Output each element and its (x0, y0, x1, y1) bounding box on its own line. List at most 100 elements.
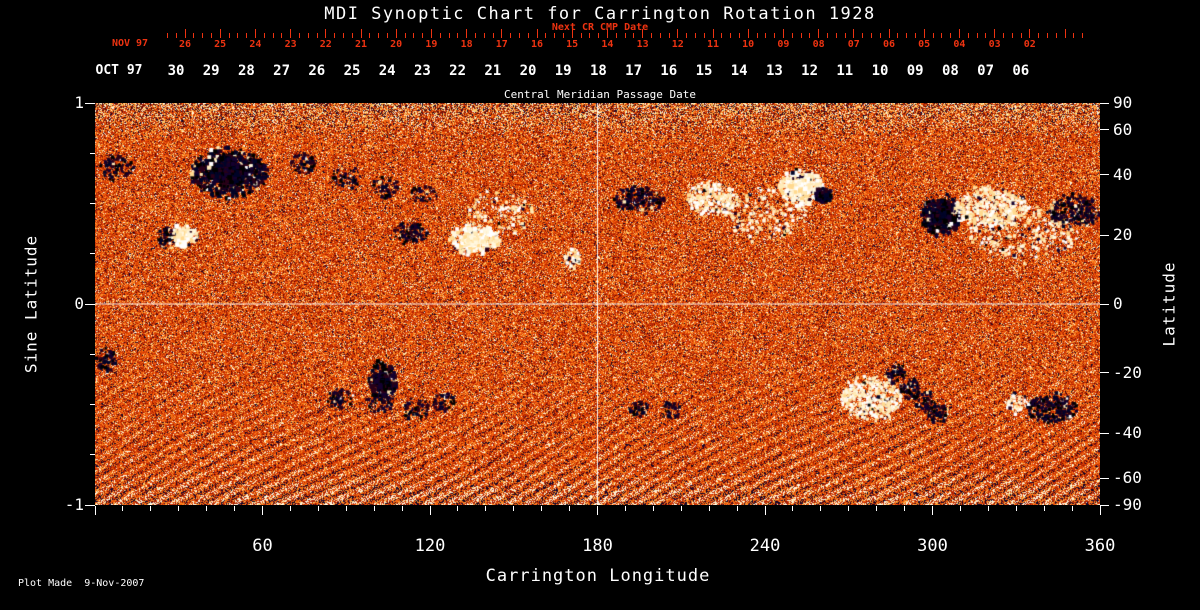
red-axis-tick (923, 29, 925, 38)
red-date-label: 04 (953, 39, 966, 50)
red-axis-tick (1020, 33, 1022, 38)
cmp-date-label: 25 (343, 63, 361, 79)
right-axis-tick (1100, 303, 1109, 305)
bottom-axis-tick (206, 506, 208, 511)
bottom-axis-tick (1071, 506, 1073, 511)
red-axis-tick (254, 29, 256, 38)
red-axis-tick (263, 33, 265, 38)
bottom-tick-label: 300 (917, 536, 948, 556)
red-axis-tick (809, 33, 811, 38)
left-axis-tick (90, 203, 95, 204)
cmp-date-label: 26 (308, 63, 326, 79)
red-axis-tick (712, 29, 714, 38)
left-tick-label: 0 (74, 294, 84, 313)
red-axis-tick (430, 29, 432, 38)
right-axis-tick (1100, 129, 1109, 131)
right-axis-tick (1100, 174, 1109, 176)
bottom-tick-label: 60 (252, 536, 273, 556)
bottom-axis-tick (624, 506, 626, 511)
red-axis-tick (474, 33, 476, 38)
red-axis-tick (914, 33, 916, 38)
red-axis-tick (536, 29, 538, 38)
bottom-axis-tick (959, 506, 961, 511)
bottom-axis-tick (150, 506, 152, 511)
red-axis-tick (228, 33, 230, 38)
red-axis-tick (765, 33, 767, 38)
red-axis-tick (782, 29, 784, 38)
red-axis-tick (175, 33, 177, 38)
left-axis-tick (85, 102, 95, 104)
left-axis-tick (90, 353, 95, 355)
red-axis-tick (246, 33, 248, 38)
red-date-label: 09 (777, 39, 790, 50)
red-axis-tick (1073, 33, 1075, 38)
right-tick-label: 0 (1113, 294, 1123, 313)
bottom-axis-tick (234, 506, 236, 511)
cmp-date-label: 13 (765, 63, 783, 79)
right-tick-label: 60 (1113, 119, 1133, 139)
red-axis-tick (166, 33, 168, 38)
right-tick-label: 40 (1113, 164, 1133, 184)
red-date-label: 26 (178, 39, 192, 50)
red-axis-tick (316, 33, 318, 38)
red-date-label: 08 (812, 39, 825, 50)
red-axis-tick (897, 33, 899, 38)
bottom-axis-tick (1015, 506, 1017, 511)
bottom-axis-tick (429, 506, 431, 515)
red-axis-tick (1064, 29, 1066, 38)
right-tick-label: -40 (1113, 423, 1142, 443)
red-axis-tick (730, 33, 732, 38)
cmp-date-label: 09 (906, 63, 924, 79)
red-axis-tick (932, 33, 934, 38)
right-tick-label: -20 (1113, 362, 1142, 382)
red-axis-tick (298, 33, 300, 38)
red-axis-tick (906, 33, 908, 38)
right-tick-label: -60 (1113, 468, 1142, 488)
red-axis-tick (888, 29, 890, 38)
cmp-date-label: 30 (167, 63, 185, 79)
cmp-date-label: 27 (273, 63, 291, 79)
red-axis-tick (598, 33, 600, 38)
cmp-date-label: 15 (695, 63, 713, 79)
red-date-label: 15 (566, 39, 579, 50)
cmp-date-label: 19 (554, 63, 572, 79)
right-tick-label: -90 (1113, 495, 1142, 514)
left-axis-tick (90, 152, 95, 154)
cmp-date-label: 28 (237, 63, 255, 79)
red-date-label: 03 (988, 39, 1001, 50)
cmp-date-label: 18 (589, 63, 607, 79)
red-axis-tick (193, 33, 195, 38)
red-axis-tick (413, 33, 415, 38)
cmp-date-label: 20 (519, 63, 537, 79)
red-date-label: 14 (601, 39, 614, 50)
red-date-label: 23 (284, 39, 297, 50)
red-axis-tick (958, 29, 960, 38)
bottom-tick-label: 240 (749, 536, 781, 556)
bottom-axis-tick (345, 506, 347, 511)
red-axis-tick (510, 33, 512, 38)
bottom-axis-tick (485, 506, 487, 511)
red-axis-tick (967, 33, 969, 38)
right-tick-label: 20 (1113, 225, 1133, 245)
red-axis-tick (844, 33, 846, 38)
red-axis-tick (466, 29, 468, 38)
red-date-label: 24 (249, 39, 262, 50)
bottom-axis-tick (932, 506, 933, 515)
cmp-date-label: 21 (484, 63, 502, 79)
red-date-label: 17 (495, 39, 508, 50)
red-axis-tick (589, 33, 591, 38)
cmp-date-label: 11 (836, 63, 854, 79)
red-axis-tick (624, 33, 626, 38)
red-axis-tick (835, 33, 837, 38)
bottom-axis-tick (792, 506, 794, 511)
red-axis-tick (1055, 33, 1057, 38)
red-axis-tick (941, 33, 943, 38)
red-date-label: 12 (671, 39, 684, 50)
red-axis-tick (818, 29, 820, 38)
red-axis-tick (1002, 33, 1004, 38)
red-axis-tick (334, 33, 336, 38)
red-axis-tick (756, 33, 758, 38)
right-axis-title: Latitude (1159, 261, 1179, 347)
cmp-date-label: 08 (941, 63, 959, 79)
red-date-label: 22 (319, 39, 332, 50)
